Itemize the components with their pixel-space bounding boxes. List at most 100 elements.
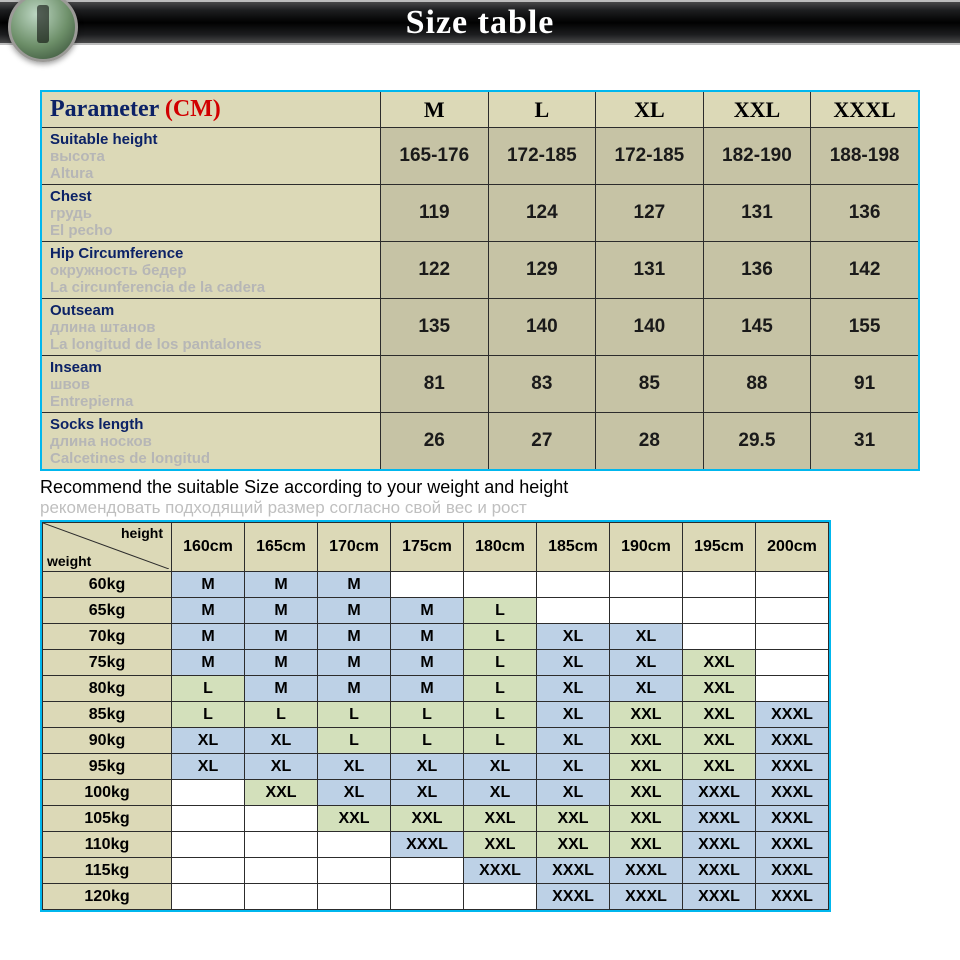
matrix-cell: XXXL bbox=[756, 832, 829, 858]
param-ru: окружность бедер bbox=[50, 262, 372, 279]
matrix-row: 90kgXLXLLLLXLXXLXXLXXXL bbox=[43, 728, 829, 754]
matrix-cell: L bbox=[318, 728, 391, 754]
matrix-cell: XXXL bbox=[683, 858, 756, 884]
matrix-cell bbox=[464, 572, 537, 598]
matrix-cell bbox=[610, 598, 683, 624]
matrix-cell: XXXL bbox=[610, 884, 683, 910]
matrix-header-row: height weight 160cm165cm170cm175cm180cm1… bbox=[43, 523, 829, 572]
matrix-cell: XXL bbox=[610, 702, 683, 728]
matrix-cell: XXL bbox=[683, 754, 756, 780]
matrix-cell: M bbox=[245, 650, 318, 676]
param-value: 88 bbox=[703, 356, 811, 413]
param-en: Chest bbox=[50, 188, 372, 205]
param-value: 127 bbox=[596, 185, 704, 242]
param-row-label: ChestгрудьEl pecho bbox=[41, 185, 381, 242]
matrix-cell: XXXL bbox=[756, 728, 829, 754]
matrix-cell bbox=[172, 884, 245, 910]
matrix-cell: XXXL bbox=[537, 858, 610, 884]
param-value: 81 bbox=[381, 356, 489, 413]
matrix-cell: XXL bbox=[683, 728, 756, 754]
matrix-cell: XXXL bbox=[537, 884, 610, 910]
param-value: 140 bbox=[488, 299, 596, 356]
size-col-xl: XL bbox=[596, 91, 704, 128]
matrix-cell: XL bbox=[537, 624, 610, 650]
matrix-cell: XXL bbox=[610, 832, 683, 858]
height-col: 175cm bbox=[391, 523, 464, 572]
matrix-cell: XL bbox=[391, 754, 464, 780]
matrix-cell bbox=[318, 884, 391, 910]
matrix-cell bbox=[391, 858, 464, 884]
matrix-cell: XL bbox=[318, 754, 391, 780]
param-row-label: Suitable heightвысотаAltura bbox=[41, 128, 381, 185]
matrix-cell bbox=[172, 780, 245, 806]
param-header-row: Parameter (CM) M L XL XXL XXXL bbox=[41, 91, 919, 128]
param-en: Socks length bbox=[50, 416, 372, 433]
matrix-cell: XXL bbox=[683, 650, 756, 676]
param-ru: грудь bbox=[50, 205, 372, 222]
matrix-cell: XXXL bbox=[464, 858, 537, 884]
matrix-cell: M bbox=[172, 650, 245, 676]
matrix-cell bbox=[318, 858, 391, 884]
param-row: Socks lengthдлина носковCalcetines de lo… bbox=[41, 413, 919, 471]
matrix-cell: XXXL bbox=[756, 780, 829, 806]
matrix-cell: M bbox=[245, 598, 318, 624]
height-col: 170cm bbox=[318, 523, 391, 572]
matrix-row: 95kgXLXLXLXLXLXLXXLXXLXXXL bbox=[43, 754, 829, 780]
weight-row-label: 115kg bbox=[43, 858, 172, 884]
param-value: 136 bbox=[811, 185, 919, 242]
matrix-cell bbox=[245, 884, 318, 910]
matrix-cell: XL bbox=[464, 780, 537, 806]
matrix-row: 80kgLMMMLXLXLXXL bbox=[43, 676, 829, 702]
param-row-label: Outseamдлина штановLa longitud de los pa… bbox=[41, 299, 381, 356]
matrix-cell: L bbox=[172, 676, 245, 702]
matrix-cell: M bbox=[391, 676, 464, 702]
weight-row-label: 95kg bbox=[43, 754, 172, 780]
matrix-cell: XXXL bbox=[683, 780, 756, 806]
matrix-cell: L bbox=[464, 676, 537, 702]
param-value: 140 bbox=[596, 299, 704, 356]
matrix-cell: L bbox=[464, 650, 537, 676]
height-col: 190cm bbox=[610, 523, 683, 572]
weight-row-label: 110kg bbox=[43, 832, 172, 858]
matrix-cell bbox=[683, 598, 756, 624]
matrix-cell: L bbox=[391, 702, 464, 728]
param-es: El pecho bbox=[50, 222, 372, 239]
matrix-cell bbox=[245, 832, 318, 858]
param-en: Suitable height bbox=[50, 131, 372, 148]
matrix-cell: L bbox=[391, 728, 464, 754]
matrix-cell bbox=[172, 806, 245, 832]
matrix-row: 105kgXXLXXLXXLXXLXXLXXXLXXXL bbox=[43, 806, 829, 832]
matrix-cell: XL bbox=[537, 702, 610, 728]
matrix-cell: L bbox=[245, 702, 318, 728]
matrix-cell: XL bbox=[610, 650, 683, 676]
param-value: 85 bbox=[596, 356, 704, 413]
matrix-table: height weight 160cm165cm170cm175cm180cm1… bbox=[42, 522, 829, 910]
matrix-cell bbox=[756, 572, 829, 598]
param-en: Hip Circumference bbox=[50, 245, 372, 262]
param-en: Outseam bbox=[50, 302, 372, 319]
matrix-cell bbox=[756, 676, 829, 702]
matrix-cell: M bbox=[245, 676, 318, 702]
matrix-cell: XXXL bbox=[391, 832, 464, 858]
param-es: Calcetines de longitud bbox=[50, 450, 372, 467]
matrix-cell: XXXL bbox=[756, 754, 829, 780]
param-row: InseamшвовEntrepierna8183858891 bbox=[41, 356, 919, 413]
height-col: 180cm bbox=[464, 523, 537, 572]
weight-row-label: 100kg bbox=[43, 780, 172, 806]
matrix-cell: M bbox=[318, 572, 391, 598]
recommend-text: Recommend the suitable Size according to… bbox=[40, 477, 920, 518]
param-row-label: Socks lengthдлина носковCalcetines de lo… bbox=[41, 413, 381, 471]
param-value: 91 bbox=[811, 356, 919, 413]
matrix-cell: XL bbox=[391, 780, 464, 806]
param-value: 83 bbox=[488, 356, 596, 413]
matrix-cell bbox=[756, 624, 829, 650]
param-row: Hip Circumferenceокружность бедерLa circ… bbox=[41, 242, 919, 299]
recommend-en: Recommend the suitable Size according to… bbox=[40, 477, 920, 498]
matrix-cell bbox=[391, 884, 464, 910]
matrix-cell: XXL bbox=[537, 832, 610, 858]
matrix-cell: M bbox=[172, 572, 245, 598]
matrix-table-wrap: height weight 160cm165cm170cm175cm180cm1… bbox=[40, 520, 831, 912]
param-value: 129 bbox=[488, 242, 596, 299]
param-ru: длина носков bbox=[50, 433, 372, 450]
param-row: Outseamдлина штановLa longitud de los pa… bbox=[41, 299, 919, 356]
